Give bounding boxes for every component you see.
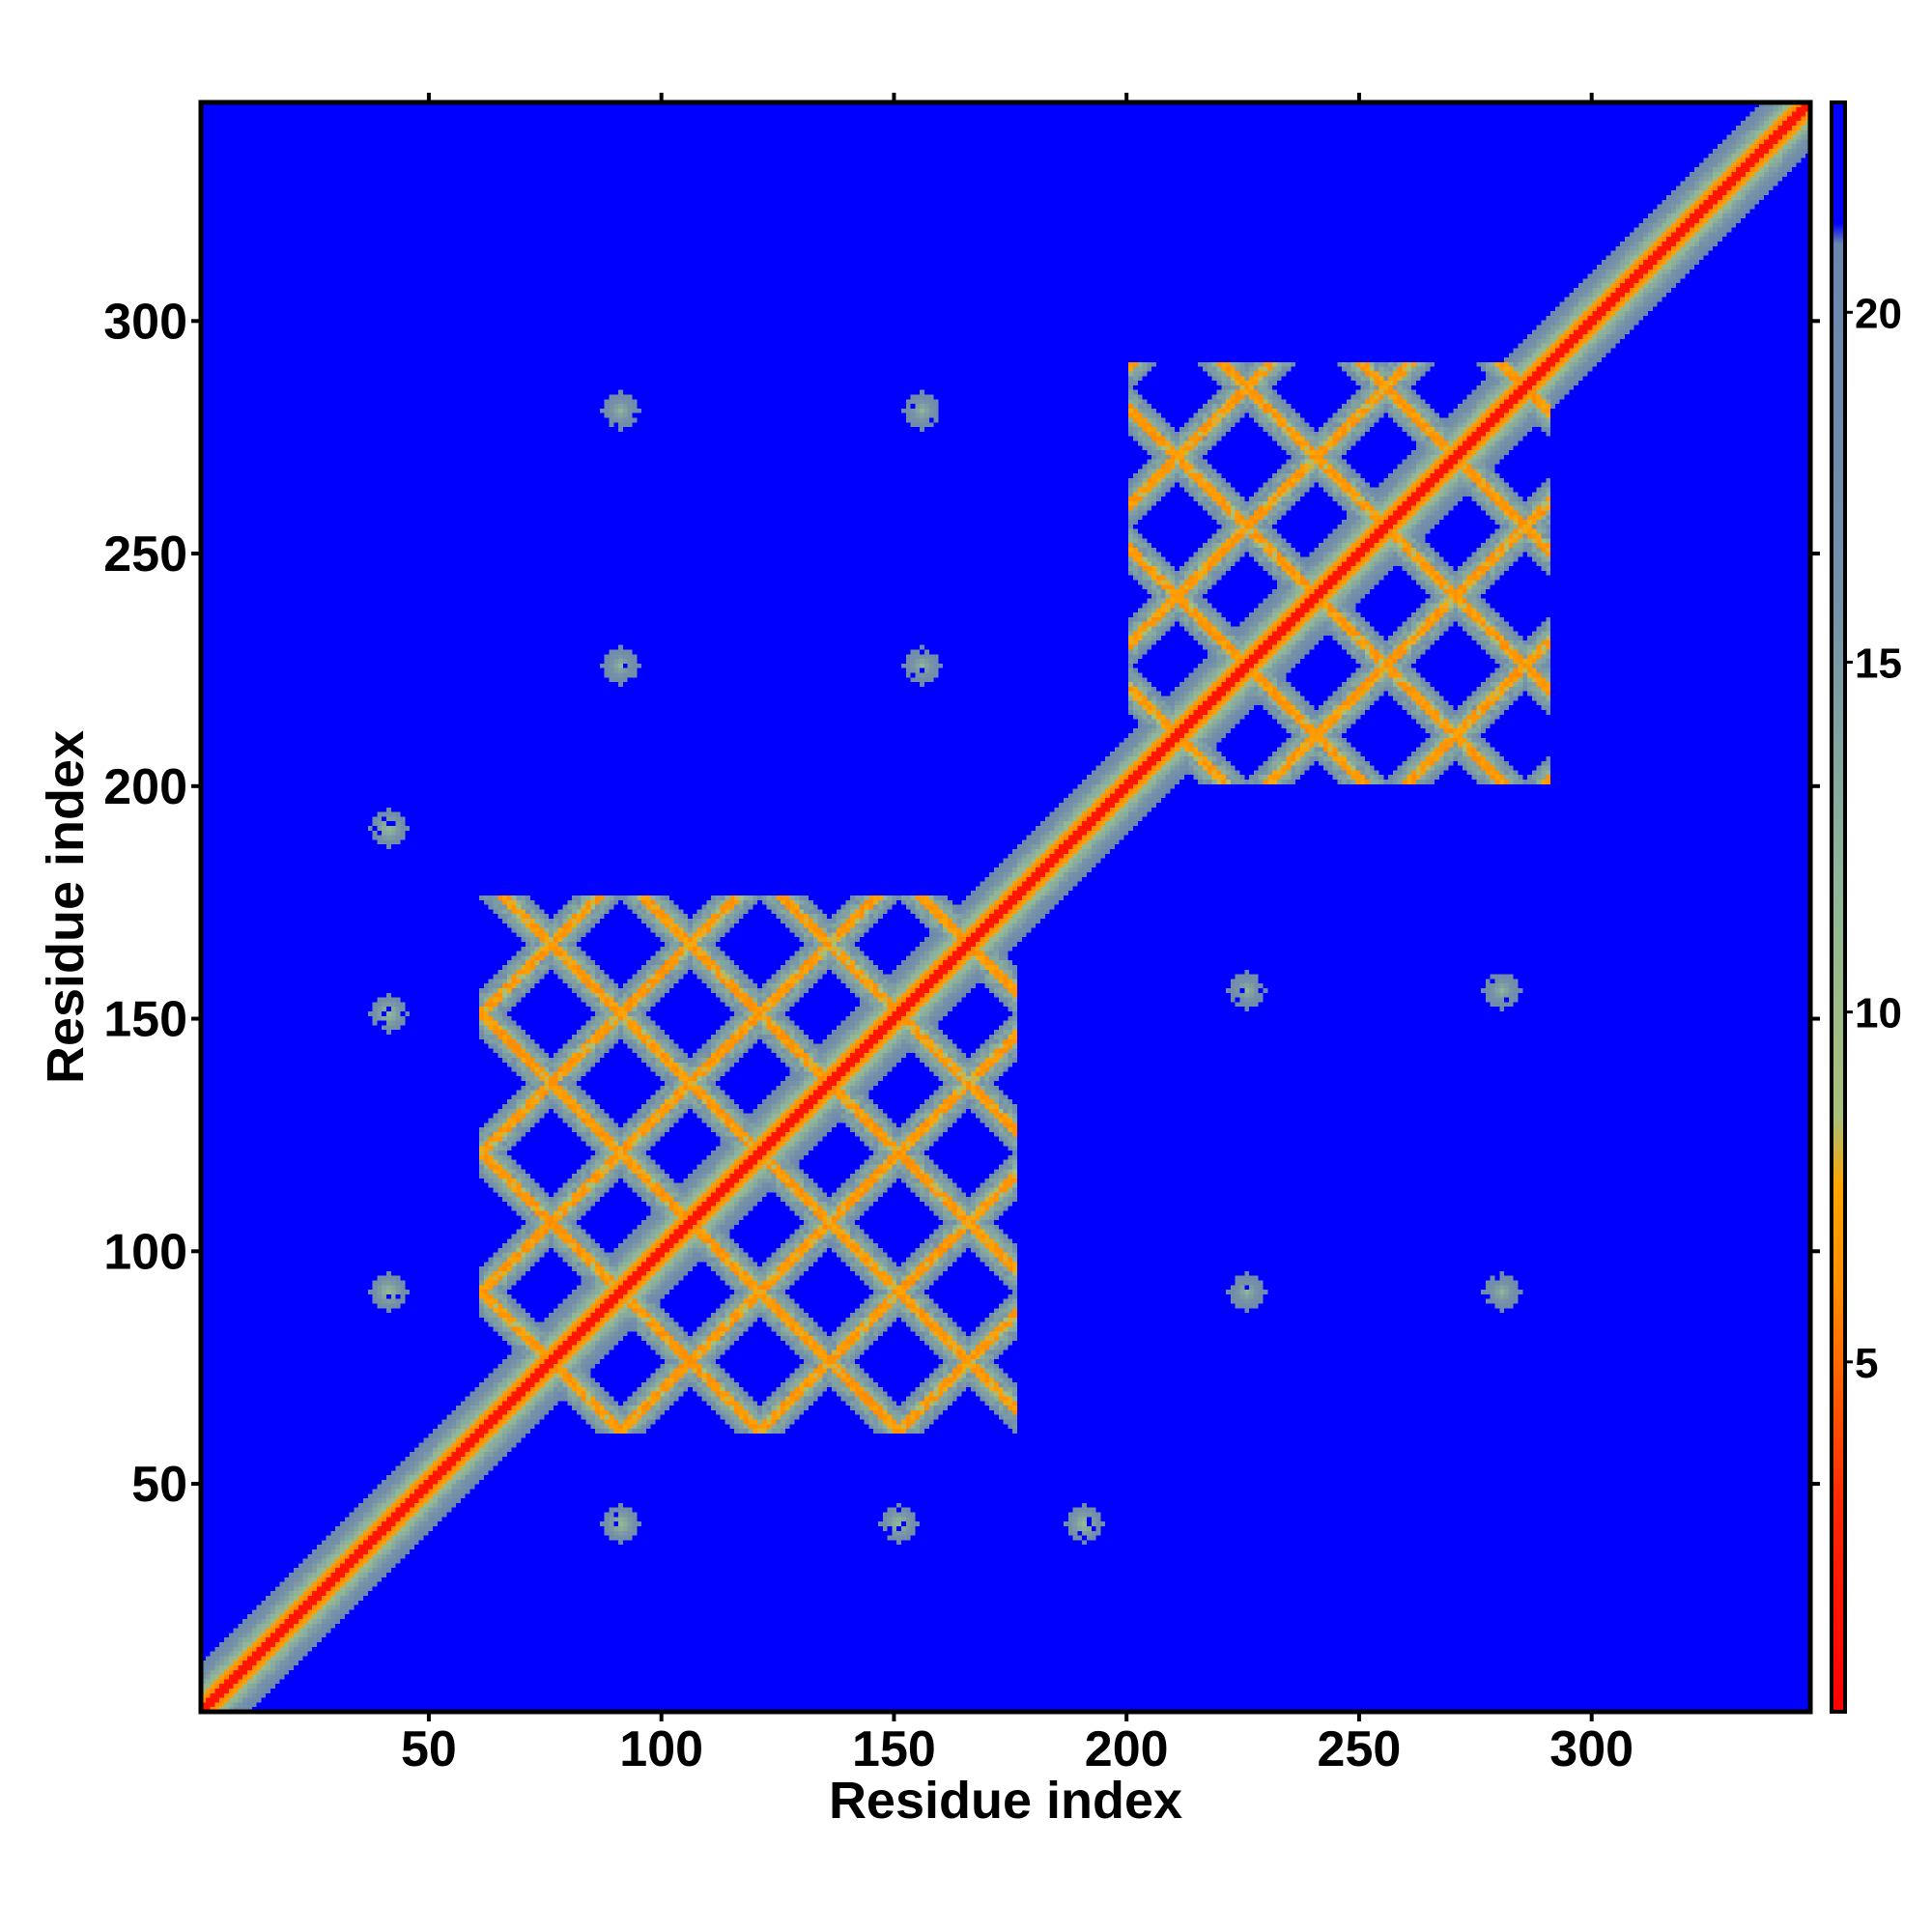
colorbar-ticks: 5 10 15 20	[1845, 290, 1902, 1387]
colorbar-area	[1832, 102, 1845, 1712]
x-axis-ticks: 50 100 150 200 250 300	[401, 93, 1634, 1777]
y-axis-title: Residue index	[37, 730, 95, 1084]
x-tick-label: 100	[619, 1721, 703, 1777]
x-tick-label: 250	[1318, 1721, 1402, 1777]
colorbar-tick-label: 20	[1855, 290, 1902, 337]
x-tick-label: 300	[1549, 1721, 1634, 1777]
x-tick-label: 50	[401, 1721, 457, 1777]
y-tick-label: 250	[103, 526, 187, 582]
colorbar-frame	[1830, 100, 1847, 1714]
x-tick-label: 200	[1085, 1721, 1169, 1777]
plot-frame	[198, 99, 1813, 1715]
x-tick-label: 150	[852, 1721, 936, 1777]
colorbar-tick-label: 15	[1855, 639, 1902, 687]
y-axis-ticks: 50 100 150 200 250 300	[103, 294, 1820, 1513]
y-tick-label: 50	[131, 1457, 187, 1513]
x-axis-title: Residue index	[829, 1772, 1182, 1830]
y-tick-label: 150	[103, 992, 187, 1048]
heatmap-area	[201, 102, 1810, 1712]
heatmap-canvas	[201, 102, 1810, 1712]
colorbar-tick-label: 5	[1855, 1340, 1878, 1387]
y-tick-label: 100	[103, 1224, 187, 1280]
y-tick-label: 200	[103, 759, 187, 815]
colorbar-tick-label: 10	[1855, 990, 1902, 1037]
colorbar-canvas	[1832, 102, 1845, 1712]
y-tick-label: 300	[103, 294, 187, 350]
